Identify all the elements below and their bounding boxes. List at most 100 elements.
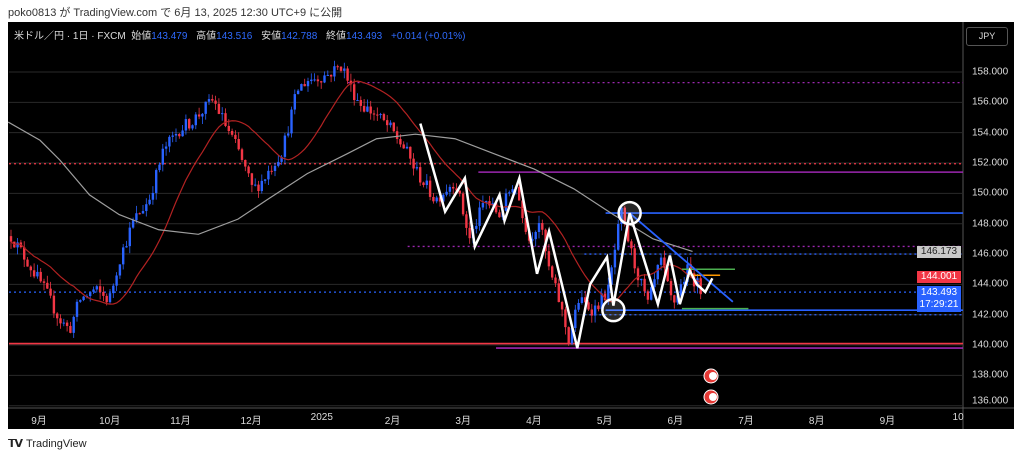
price-tick: 150.000 (972, 187, 1009, 199)
candle-body (386, 120, 389, 126)
candle-body (161, 148, 164, 165)
candle-body (659, 257, 663, 265)
candle-body (267, 170, 270, 180)
candle-body (158, 164, 161, 171)
candle-body (547, 251, 551, 267)
candle-body (174, 134, 178, 136)
candle-body (320, 81, 323, 83)
candle-body (646, 291, 650, 300)
candle-body (435, 197, 438, 202)
time-tick: 9月 (31, 416, 47, 427)
candle-body (669, 281, 673, 296)
candle-body (518, 187, 521, 201)
price-tick: 158.000 (972, 66, 1009, 78)
candle-body (197, 114, 201, 117)
candle-body (237, 139, 240, 150)
candle-body (607, 284, 610, 301)
candle-body (339, 66, 343, 71)
candle-body (151, 192, 155, 200)
candle-body (369, 106, 372, 114)
candle-body (122, 247, 125, 265)
high-value: 143.516 (216, 31, 253, 42)
candle-body (432, 196, 435, 202)
candle-body (570, 328, 574, 344)
candle-body (240, 149, 244, 160)
candle-body (115, 275, 118, 286)
candle-body (194, 114, 197, 126)
candle-body (577, 302, 580, 310)
candle-body (445, 191, 448, 195)
candle-body (168, 136, 171, 147)
candle-body (49, 288, 52, 296)
candle-body (673, 295, 676, 303)
candle-body (283, 135, 287, 157)
candle-body (227, 125, 230, 131)
candle-body (498, 212, 501, 218)
candle-body (310, 79, 313, 82)
candle-body (587, 302, 590, 310)
candle-body (640, 278, 643, 281)
candle-body (626, 221, 630, 242)
candle-body (683, 281, 686, 285)
price-tick: 154.000 (972, 127, 1009, 139)
candle-body (52, 295, 56, 314)
candle-body (409, 146, 412, 159)
time-tick: 2025 (310, 412, 333, 423)
symbol-name[interactable]: 米ドル／円 · 1日 · FXCM (14, 31, 126, 42)
candle-body (16, 242, 19, 248)
candle-body (551, 266, 554, 278)
candle-body (656, 264, 659, 280)
candle-body (290, 109, 293, 134)
candle-body (112, 285, 115, 294)
candle-body (481, 202, 485, 208)
price-tick: 152.000 (972, 157, 1009, 169)
candle-body (65, 322, 69, 326)
candle-body (395, 131, 399, 139)
candle-body (92, 289, 95, 292)
candle-body (537, 223, 541, 232)
candle-body (250, 173, 254, 185)
candle-body (313, 79, 316, 81)
candle-body (613, 249, 617, 268)
candle-body (412, 158, 415, 169)
candle-body (438, 197, 442, 202)
high-label: 高値 (196, 31, 217, 42)
open-label: 始値 (131, 31, 152, 42)
time-tick: 11月 (170, 416, 191, 427)
candle-body (405, 146, 409, 149)
close-value: 143.493 (346, 31, 383, 42)
candle-body (296, 90, 300, 95)
candle-body (273, 165, 277, 172)
sma20-price-badge: 144.001 (917, 271, 961, 283)
candle-body (204, 101, 207, 114)
time-tick: 7月 (738, 416, 754, 427)
us-flag-icon (709, 372, 717, 380)
candle-body (382, 114, 386, 121)
bar-countdown: 17:29:21 (919, 299, 959, 310)
candle-body (26, 259, 29, 267)
candle-body (511, 189, 514, 193)
candle-body (211, 99, 214, 101)
brand-name: TradingView (26, 437, 87, 450)
candle-body (244, 159, 247, 167)
candle-body (164, 146, 168, 149)
candle-body (425, 180, 428, 186)
candle-body (531, 239, 534, 241)
time-tick: 10月 (99, 416, 121, 427)
currency-button[interactable]: JPY (966, 27, 1008, 46)
chart-background (8, 22, 1014, 429)
candle-body (184, 119, 188, 131)
candle-body (468, 227, 471, 239)
price-tick: 138.000 (972, 369, 1009, 381)
candle-body (201, 113, 204, 117)
candle-body (465, 214, 468, 228)
candle-body (293, 94, 296, 110)
candle-body (277, 161, 280, 166)
candle-body (534, 231, 537, 240)
candle-body (617, 223, 620, 250)
candle-body (494, 203, 498, 213)
candle-body (326, 74, 329, 76)
time-tick: 4月 (526, 416, 542, 427)
candle-body (590, 309, 593, 316)
